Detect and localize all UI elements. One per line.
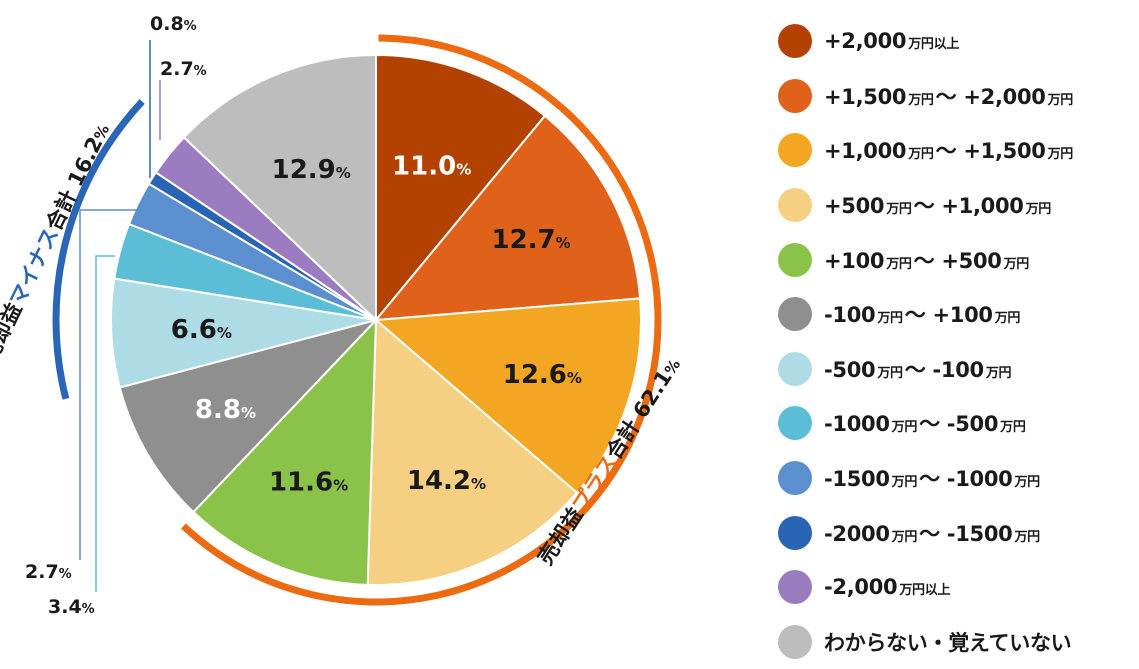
- legend-label: -2,000 万円以上: [824, 575, 951, 600]
- legend-swatch: [778, 297, 812, 332]
- legend-item: -2,000 万円以上: [778, 560, 1139, 615]
- legend-swatch: [778, 78, 812, 113]
- slice-outer-label: 2.7%: [25, 561, 72, 583]
- legend-label: -2000 万円〜 -1500 万円: [824, 521, 1040, 546]
- legend-item: +2,000 万円以上: [778, 14, 1139, 69]
- pie-slice-11: [182, 53, 377, 323]
- legend-item: +100 万円〜 +500 万円: [778, 232, 1139, 287]
- legend-item: -1000 万円〜 -500 万円: [778, 396, 1139, 451]
- legend-item: -100 万円〜 +100 万円: [778, 287, 1139, 342]
- pie-slice-6: [110, 277, 377, 389]
- legend-item: +500 万円〜 +1,000 万円: [778, 178, 1139, 233]
- legend-swatch: [778, 242, 812, 277]
- pie-chart: 11.0%12.7%12.6%14.2%11.6%8.8%6.6%12.9%2.…: [0, 13, 684, 618]
- pie-slice-5: [118, 318, 380, 514]
- legend-swatch: [778, 24, 812, 59]
- legend-swatch: [778, 515, 812, 550]
- slice-outer-label: 2.7%: [160, 58, 207, 80]
- legend-label: +1,500 万円〜 +2,000 万円: [824, 84, 1073, 109]
- legend-item: -500 万円〜 -100 万円: [778, 342, 1139, 397]
- legend-swatch: [778, 624, 812, 659]
- legend-label: -100 万円〜 +100 万円: [824, 303, 1021, 328]
- plus-group-arc: [181, 34, 662, 606]
- legend-label: -1500 万円〜 -1000 万円: [824, 467, 1040, 492]
- legend-item: わからない・覚えていない: [778, 615, 1139, 669]
- legend-label: +100 万円〜 +500 万円: [824, 248, 1029, 273]
- leader-line: [79, 209, 137, 560]
- legend: +2,000 万円以上 +1,500 万円〜 +2,000 万円 +1,000 万円〜 +1…: [778, 14, 1139, 669]
- legend-swatch: [778, 351, 812, 386]
- legend-item: +1,500 万円〜 +2,000 万円: [778, 69, 1139, 124]
- legend-item: -2000 万円〜 -1500 万円: [778, 505, 1139, 560]
- legend-label: わからない・覚えていない: [824, 630, 1072, 655]
- legend-swatch: [778, 406, 812, 441]
- slice-value-label: 11.0%: [392, 151, 471, 181]
- leader-line: [95, 255, 115, 592]
- legend-swatch: [778, 570, 812, 605]
- pie-slice-1: [373, 114, 642, 322]
- legend-swatch: [778, 188, 812, 223]
- legend-label: +500 万円〜 +1,000 万円: [824, 194, 1051, 219]
- slice-outer-label: 0.8%: [150, 13, 197, 35]
- pie-slice-3: [366, 317, 579, 586]
- legend-label: -1000 万円〜 -500 万円: [824, 412, 1026, 437]
- legend-item: -1500 万円〜 -1000 万円: [778, 451, 1139, 506]
- legend-item: +1,000 万円〜 +1,500 万円: [778, 123, 1139, 178]
- slice-outer-label: 3.4%: [48, 596, 95, 618]
- pie-slice-4: [191, 317, 378, 586]
- legend-label: +2,000 万円以上: [824, 29, 960, 54]
- legend-swatch: [778, 133, 812, 168]
- legend-swatch: [778, 461, 812, 496]
- minus-group-arc: [52, 99, 145, 400]
- legend-label: +1,000 万円〜 +1,500 万円: [824, 139, 1073, 164]
- pie-slice-0: [375, 53, 547, 323]
- pie-slice-2: [373, 297, 642, 495]
- legend-label: -500 万円〜 -100 万円: [824, 357, 1012, 382]
